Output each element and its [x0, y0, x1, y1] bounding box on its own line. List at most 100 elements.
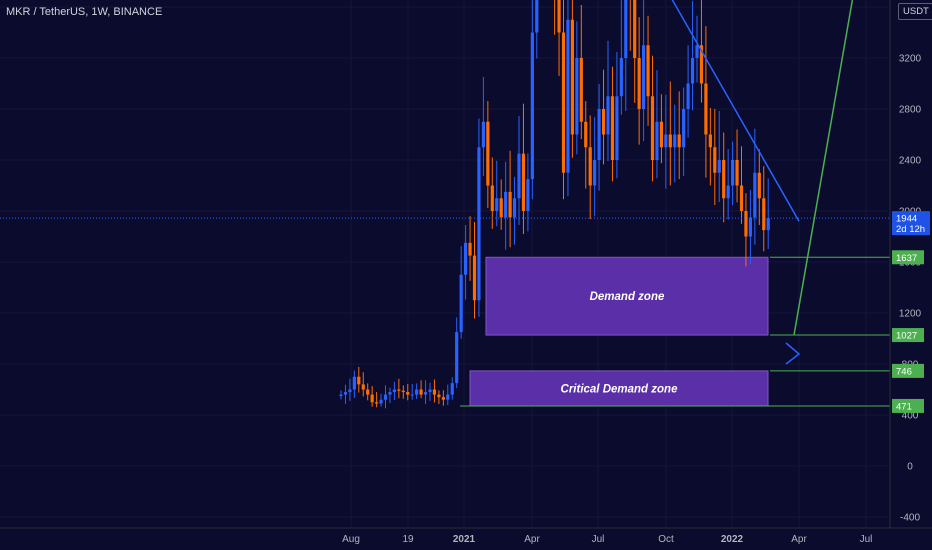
- candle-body: [695, 45, 699, 58]
- candle-body: [739, 185, 744, 211]
- candle-body: [610, 96, 615, 160]
- x-tick-label: Apr: [791, 534, 807, 545]
- demand-zone-box: [485, 256, 769, 336]
- candle-body: [722, 160, 726, 199]
- candle-body: [593, 160, 597, 186]
- price-level-tag-bg: [892, 398, 924, 413]
- candle-body: [388, 392, 392, 395]
- currency-button[interactable]: USDT: [898, 3, 932, 20]
- candle-body: [504, 191, 508, 218]
- candle-body: [650, 96, 655, 160]
- candle-body: [726, 185, 730, 199]
- candle-body: [459, 274, 463, 333]
- candle-body: [619, 58, 623, 97]
- candle-body: [468, 242, 472, 256]
- candle-body: [713, 147, 717, 173]
- candle-body: [606, 96, 610, 135]
- x-tick-label: Apr: [524, 534, 540, 545]
- candle-body: [379, 399, 383, 404]
- price-level-tag: 1027: [896, 331, 917, 342]
- y-tick-label: 0: [907, 462, 913, 473]
- y-tick-label: 2800: [899, 105, 922, 116]
- price-level-tag-bg: [892, 250, 924, 265]
- candle-body: [766, 218, 770, 231]
- candle-body: [366, 389, 370, 395]
- candle-body: [508, 191, 512, 218]
- candle-body: [432, 389, 437, 395]
- candle-body: [748, 217, 752, 237]
- candle-body: [477, 147, 481, 301]
- time-axis[interactable]: Aug 19 2021 Apr Jul Oct 2022 Apr Jul: [0, 527, 932, 545]
- candle-body: [633, 0, 637, 58]
- candle-body: [584, 121, 588, 148]
- candle-body: [450, 383, 454, 395]
- countdown-tag: 2d 12h: [896, 224, 925, 235]
- candle-body: [464, 242, 468, 275]
- candle-body: [339, 394, 343, 397]
- x-tick-label: Jul: [860, 534, 873, 545]
- candle-body: [352, 376, 356, 390]
- candle-body: [343, 392, 348, 395]
- candle-body: [566, 19, 570, 173]
- candle-body: [664, 134, 668, 148]
- descending-trendline: [671, 0, 800, 222]
- x-tick-label: 2022: [721, 534, 744, 545]
- candle-body: [383, 394, 388, 400]
- x-tick-label: Aug: [342, 534, 360, 545]
- y-tick-label: 1200: [899, 309, 922, 320]
- price-level-tag: 471: [896, 401, 912, 412]
- candle-body: [673, 134, 677, 148]
- candle-body: [744, 211, 748, 237]
- candlesticks: [339, 0, 770, 409]
- candle-body: [561, 32, 566, 173]
- candle-body: [481, 121, 485, 148]
- candle-body: [570, 19, 574, 135]
- symbol-title[interactable]: MKR / TetherUS, 1W, BINANCE: [6, 6, 163, 18]
- candle-body: [499, 198, 503, 218]
- candle-body: [401, 390, 405, 393]
- candle-body: [526, 179, 530, 211]
- candle-body: [659, 121, 663, 148]
- candle-body: [535, 0, 539, 33]
- price-level-tag: 1637: [896, 253, 917, 264]
- candle-body: [704, 83, 708, 135]
- candle-body: [406, 392, 410, 395]
- candle-body: [437, 394, 441, 398]
- candle-body: [472, 255, 477, 301]
- candle-body: [557, 0, 561, 33]
- candle-body: [441, 397, 445, 400]
- candle-body: [375, 402, 379, 404]
- candle-body: [428, 389, 432, 393]
- candle-body: [731, 160, 735, 186]
- price-axis[interactable]: -800-40004008001200160020002400280032003…: [889, 0, 930, 550]
- candle-body: [512, 198, 517, 218]
- trendline-arrowhead: [785, 342, 801, 365]
- candle-body: [735, 160, 739, 186]
- x-tick-label: Oct: [658, 534, 674, 545]
- candle-body: [717, 160, 721, 173]
- candle-body: [642, 45, 646, 109]
- x-tick-label: 2021: [453, 534, 476, 545]
- candle-body: [615, 96, 619, 160]
- candle-body: [530, 32, 534, 180]
- demand-zone-label: Demand zone: [590, 291, 665, 303]
- candle-body: [392, 389, 396, 393]
- current-price-tag: 1944: [896, 214, 917, 225]
- candle-body: [624, 0, 628, 58]
- candle-body: [677, 134, 681, 148]
- price-level-tag: 746: [896, 366, 912, 377]
- drawing-lines: [0, 0, 890, 407]
- candle-body: [361, 384, 365, 390]
- candle-body: [762, 198, 766, 231]
- candle-body: [690, 58, 695, 84]
- projection-line: [793, 0, 854, 336]
- candle-body: [757, 172, 761, 199]
- candle-body: [423, 392, 428, 395]
- candle-body: [415, 389, 419, 395]
- candle-body: [446, 394, 450, 400]
- price-level-tag-bg: [892, 363, 924, 378]
- x-tick-label: Jul: [592, 534, 605, 545]
- current-price-tag-bg: [892, 211, 930, 236]
